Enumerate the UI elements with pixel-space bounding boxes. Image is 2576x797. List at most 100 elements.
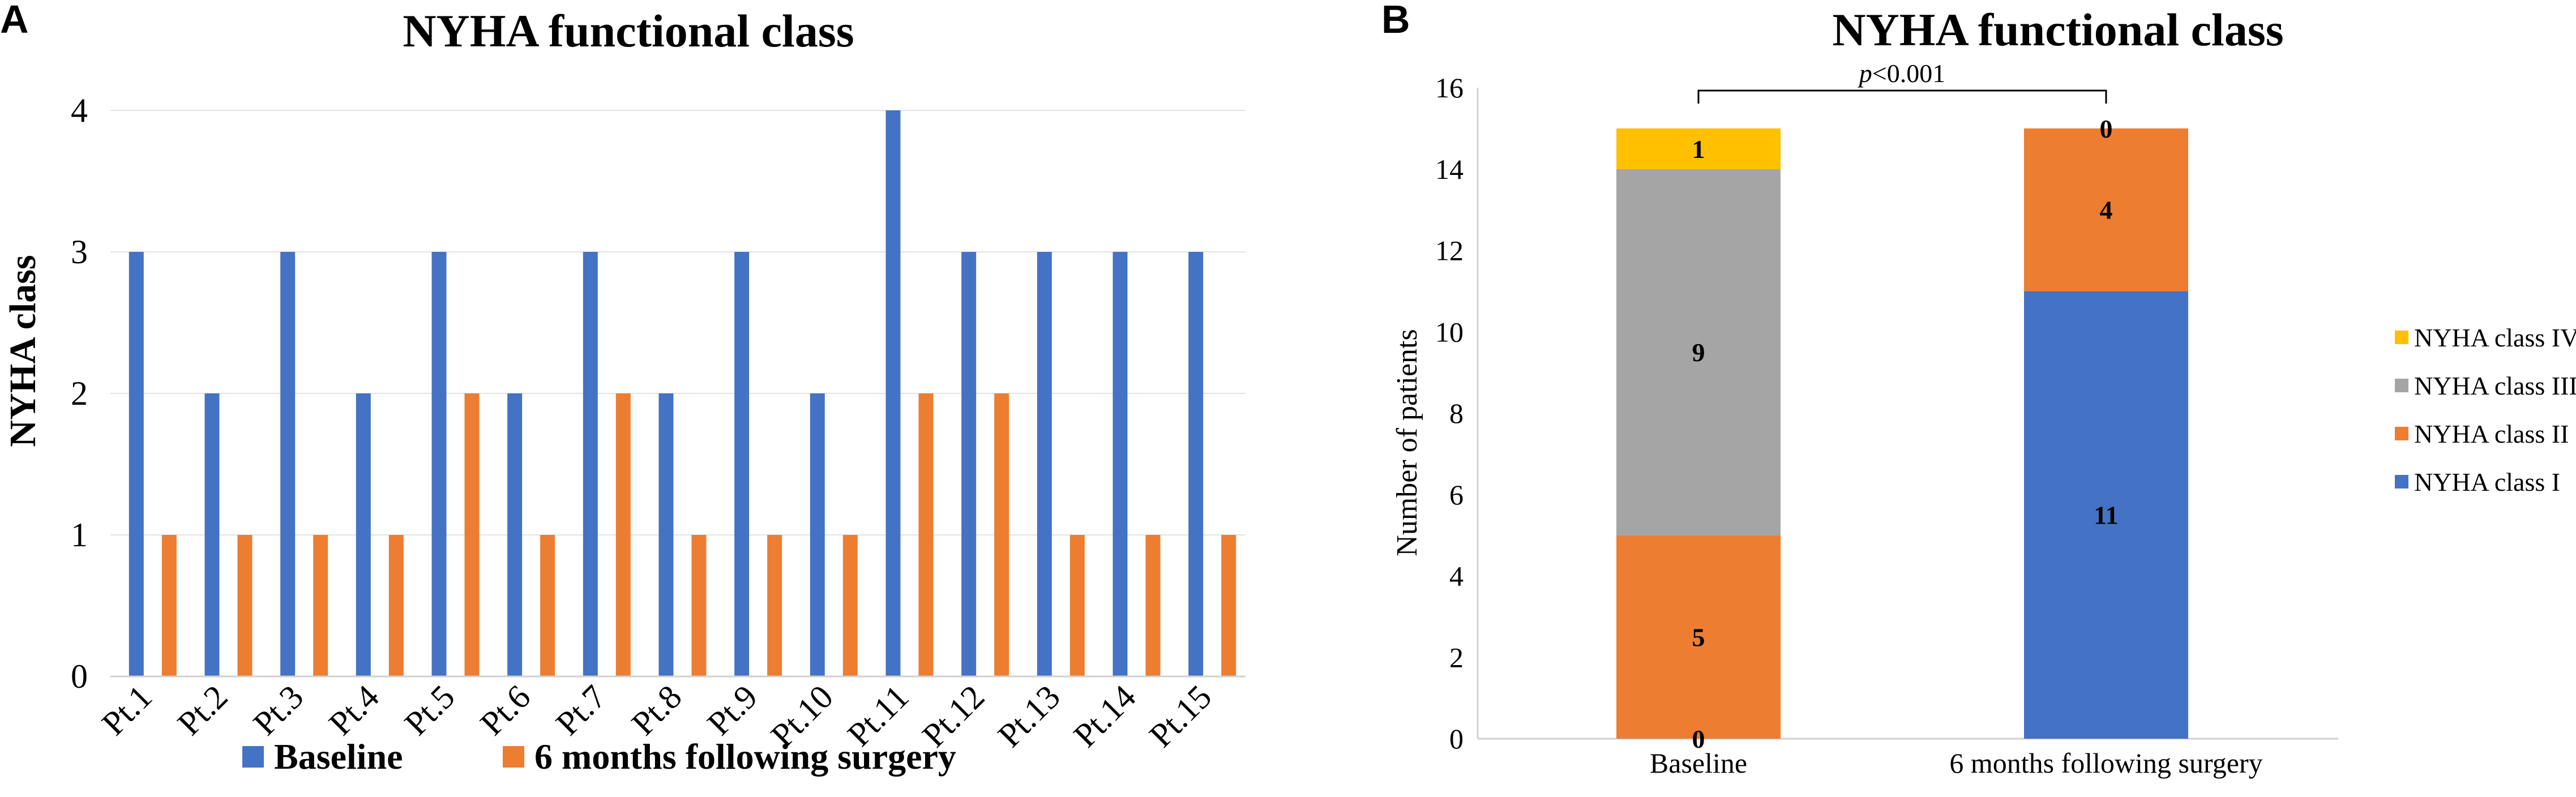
panel-a-x-tick-pt-8: Pt.8 bbox=[624, 678, 689, 743]
panel-a: A NYHA functional class NYHA class 0 1 2 3 4… bbox=[0, 0, 1246, 777]
panel-a-title: NYHA functional class bbox=[403, 5, 854, 57]
panel-b-y-tick-labels: 0 2 4 6 8 10 12 14 16 bbox=[1435, 72, 1464, 755]
panel-a-y-tick: 0 bbox=[71, 658, 88, 695]
legend-b-label-nyha-class-i: NYHA class I bbox=[2414, 468, 2560, 496]
legend-a-label-6-months: 6 months following surgery bbox=[534, 736, 956, 777]
panel-b-legend: NYHA class IV NYHA class III NYHA class II… bbox=[2395, 323, 2576, 496]
panel-b-y-tick: 8 bbox=[1449, 397, 1464, 429]
segment-label-nyha-class-ii-baseline: 5 bbox=[1692, 623, 1705, 652]
legend-b-label-nyha-class-ii: NYHA class II bbox=[2414, 419, 2569, 448]
panel-b-y-axis-title: Number of patients bbox=[1391, 329, 1423, 556]
panel-a-y-tick-labels: 0 1 2 3 4 bbox=[71, 92, 88, 695]
bar-baseline-pt-6 bbox=[507, 393, 523, 676]
panel-a-y-tick: 4 bbox=[71, 92, 88, 129]
panel-a-gridlines bbox=[110, 110, 1246, 535]
bar-baseline-pt-9 bbox=[734, 252, 750, 676]
panel-a-y-tick: 3 bbox=[71, 233, 88, 271]
panel-b-y-tick: 12 bbox=[1435, 235, 1464, 267]
legend-b-swatch-nyha-class-ii bbox=[2395, 427, 2408, 440]
bar-baseline-pt-5 bbox=[431, 252, 447, 676]
bar-6-months-following-surgery-pt-3 bbox=[313, 535, 328, 676]
stack-nyha-class-iii-baseline bbox=[1616, 169, 1781, 535]
panel-b-y-tick: 16 bbox=[1435, 72, 1464, 104]
segment-label-nyha-class-ii-6-months-following-surgery: 4 bbox=[2100, 196, 2113, 225]
panel-b-y-tick: 6 bbox=[1449, 479, 1464, 511]
bar-baseline-pt-7 bbox=[583, 252, 598, 676]
segment-label-nyha-class-iii-baseline: 9 bbox=[1692, 338, 1705, 367]
bar-baseline-pt-2 bbox=[204, 393, 220, 676]
p-value-annotation: p<0.001 bbox=[1858, 59, 1945, 88]
panel-a-x-tick-pt-2: Pt.2 bbox=[170, 678, 235, 743]
panel-a-x-tick-pt-7: Pt.7 bbox=[549, 678, 613, 743]
bar-6-months-following-surgery-pt-6 bbox=[540, 535, 555, 676]
panel-a-y-tick: 2 bbox=[71, 375, 88, 412]
legend-a-swatch-6-months bbox=[503, 746, 524, 768]
panel-b-x-tick-6-months-following-surgery: 6 months following surgery bbox=[1949, 747, 2262, 779]
bar-baseline-pt-10 bbox=[810, 393, 825, 676]
panel-a-x-tick-pt-14: Pt.14 bbox=[1067, 678, 1143, 755]
panel-a-letter: A bbox=[0, 0, 29, 41]
panel-a-x-tick-pt-4: Pt.4 bbox=[322, 678, 386, 743]
panel-a-bars bbox=[129, 110, 1236, 676]
panel-b-x-tick-baseline: Baseline bbox=[1650, 747, 1747, 779]
bar-baseline-pt-1 bbox=[129, 252, 144, 676]
segment-label-nyha-class-iv-baseline: 1 bbox=[1692, 135, 1705, 164]
segment-label-nyha-class-i-baseline: 0 bbox=[1692, 725, 1705, 753]
panel-b-x-tick-labels: Baseline 6 months following surgery bbox=[1650, 747, 2263, 779]
bar-6-months-following-surgery-pt-11 bbox=[918, 393, 934, 676]
panel-a-legend: Baseline 6 months following surgery bbox=[242, 736, 956, 777]
bar-baseline-pt-13 bbox=[1037, 252, 1052, 676]
panel-b: B NYHA functional class Number of patien… bbox=[1381, 0, 2576, 779]
stack-nyha-class-ii-baseline bbox=[1616, 535, 1781, 739]
stack-nyha-class-i-6-months-following-surgery bbox=[2024, 291, 2188, 739]
panel-b-y-tick: 10 bbox=[1435, 316, 1464, 348]
bar-baseline-pt-3 bbox=[280, 252, 296, 676]
panel-a-x-tick-pt-3: Pt.3 bbox=[246, 678, 310, 743]
panel-b-y-tick: 0 bbox=[1449, 723, 1464, 755]
bar-6-months-following-surgery-pt-9 bbox=[767, 535, 782, 676]
bracket-line bbox=[1697, 89, 2107, 104]
panel-a-x-tick-pt-15: Pt.15 bbox=[1142, 678, 1218, 755]
bar-6-months-following-surgery-pt-5 bbox=[464, 393, 480, 676]
legend-b-swatch-nyha-class-iii bbox=[2395, 379, 2408, 392]
panel-b-title: NYHA functional class bbox=[1832, 4, 2283, 55]
legend-b-swatch-nyha-class-i bbox=[2395, 475, 2408, 489]
bar-baseline-pt-11 bbox=[885, 110, 901, 676]
legend-b-label-nyha-class-iii: NYHA class III bbox=[2414, 371, 2576, 400]
panel-a-y-tick: 1 bbox=[71, 516, 88, 554]
bar-baseline-pt-12 bbox=[961, 252, 977, 676]
legend-b-label-nyha-class-iv: NYHA class IV bbox=[2414, 323, 2576, 352]
panel-b-y-tick: 2 bbox=[1449, 641, 1464, 673]
bar-baseline-pt-4 bbox=[356, 393, 371, 676]
legend-a-label-baseline: Baseline bbox=[274, 736, 403, 777]
panel-a-x-tick-pt-5: Pt.5 bbox=[397, 678, 462, 743]
bar-6-months-following-surgery-pt-4 bbox=[388, 535, 404, 676]
stack-nyha-class-ii-6-months-following-surgery bbox=[2024, 128, 2188, 292]
panel-a-x-tick-pt-9: Pt.9 bbox=[700, 678, 764, 743]
p-value-rest: <0.001 bbox=[1872, 59, 1945, 88]
panel-b-y-tick: 4 bbox=[1449, 560, 1464, 592]
panel-b-letter: B bbox=[1381, 0, 1410, 41]
bar-6-months-following-surgery-pt-8 bbox=[691, 535, 707, 676]
bar-6-months-following-surgery-pt-2 bbox=[237, 535, 253, 676]
bar-baseline-pt-14 bbox=[1112, 252, 1128, 676]
legend-a-swatch-baseline bbox=[242, 746, 264, 768]
bar-6-months-following-surgery-pt-1 bbox=[161, 535, 177, 676]
panel-b-stacked-bars bbox=[1616, 128, 2188, 739]
stack-nyha-class-iv-baseline bbox=[1616, 128, 1781, 169]
segment-label-nyha-class-i-6-months-following-surgery: 11 bbox=[2094, 501, 2118, 530]
panel-a-x-tick-pt-6: Pt.6 bbox=[473, 678, 537, 743]
p-value-italic: p bbox=[1858, 59, 1872, 88]
bar-6-months-following-surgery-pt-7 bbox=[615, 393, 631, 676]
panel-a-y-axis-title: NYHA class bbox=[2, 255, 44, 447]
segment-label-nyha-class-iv-6-months-following-surgery: 0 bbox=[2100, 114, 2113, 143]
bar-6-months-following-surgery-pt-12 bbox=[994, 393, 1009, 676]
bar-6-months-following-surgery-pt-14 bbox=[1145, 535, 1161, 676]
bar-baseline-pt-8 bbox=[658, 393, 674, 676]
legend-b-swatch-nyha-class-iv bbox=[2395, 331, 2408, 344]
significance-bracket: p<0.001 bbox=[1697, 59, 2107, 104]
panel-b-y-tick: 14 bbox=[1435, 153, 1464, 185]
panel-a-x-tick-pt-13: Pt.13 bbox=[991, 678, 1067, 755]
